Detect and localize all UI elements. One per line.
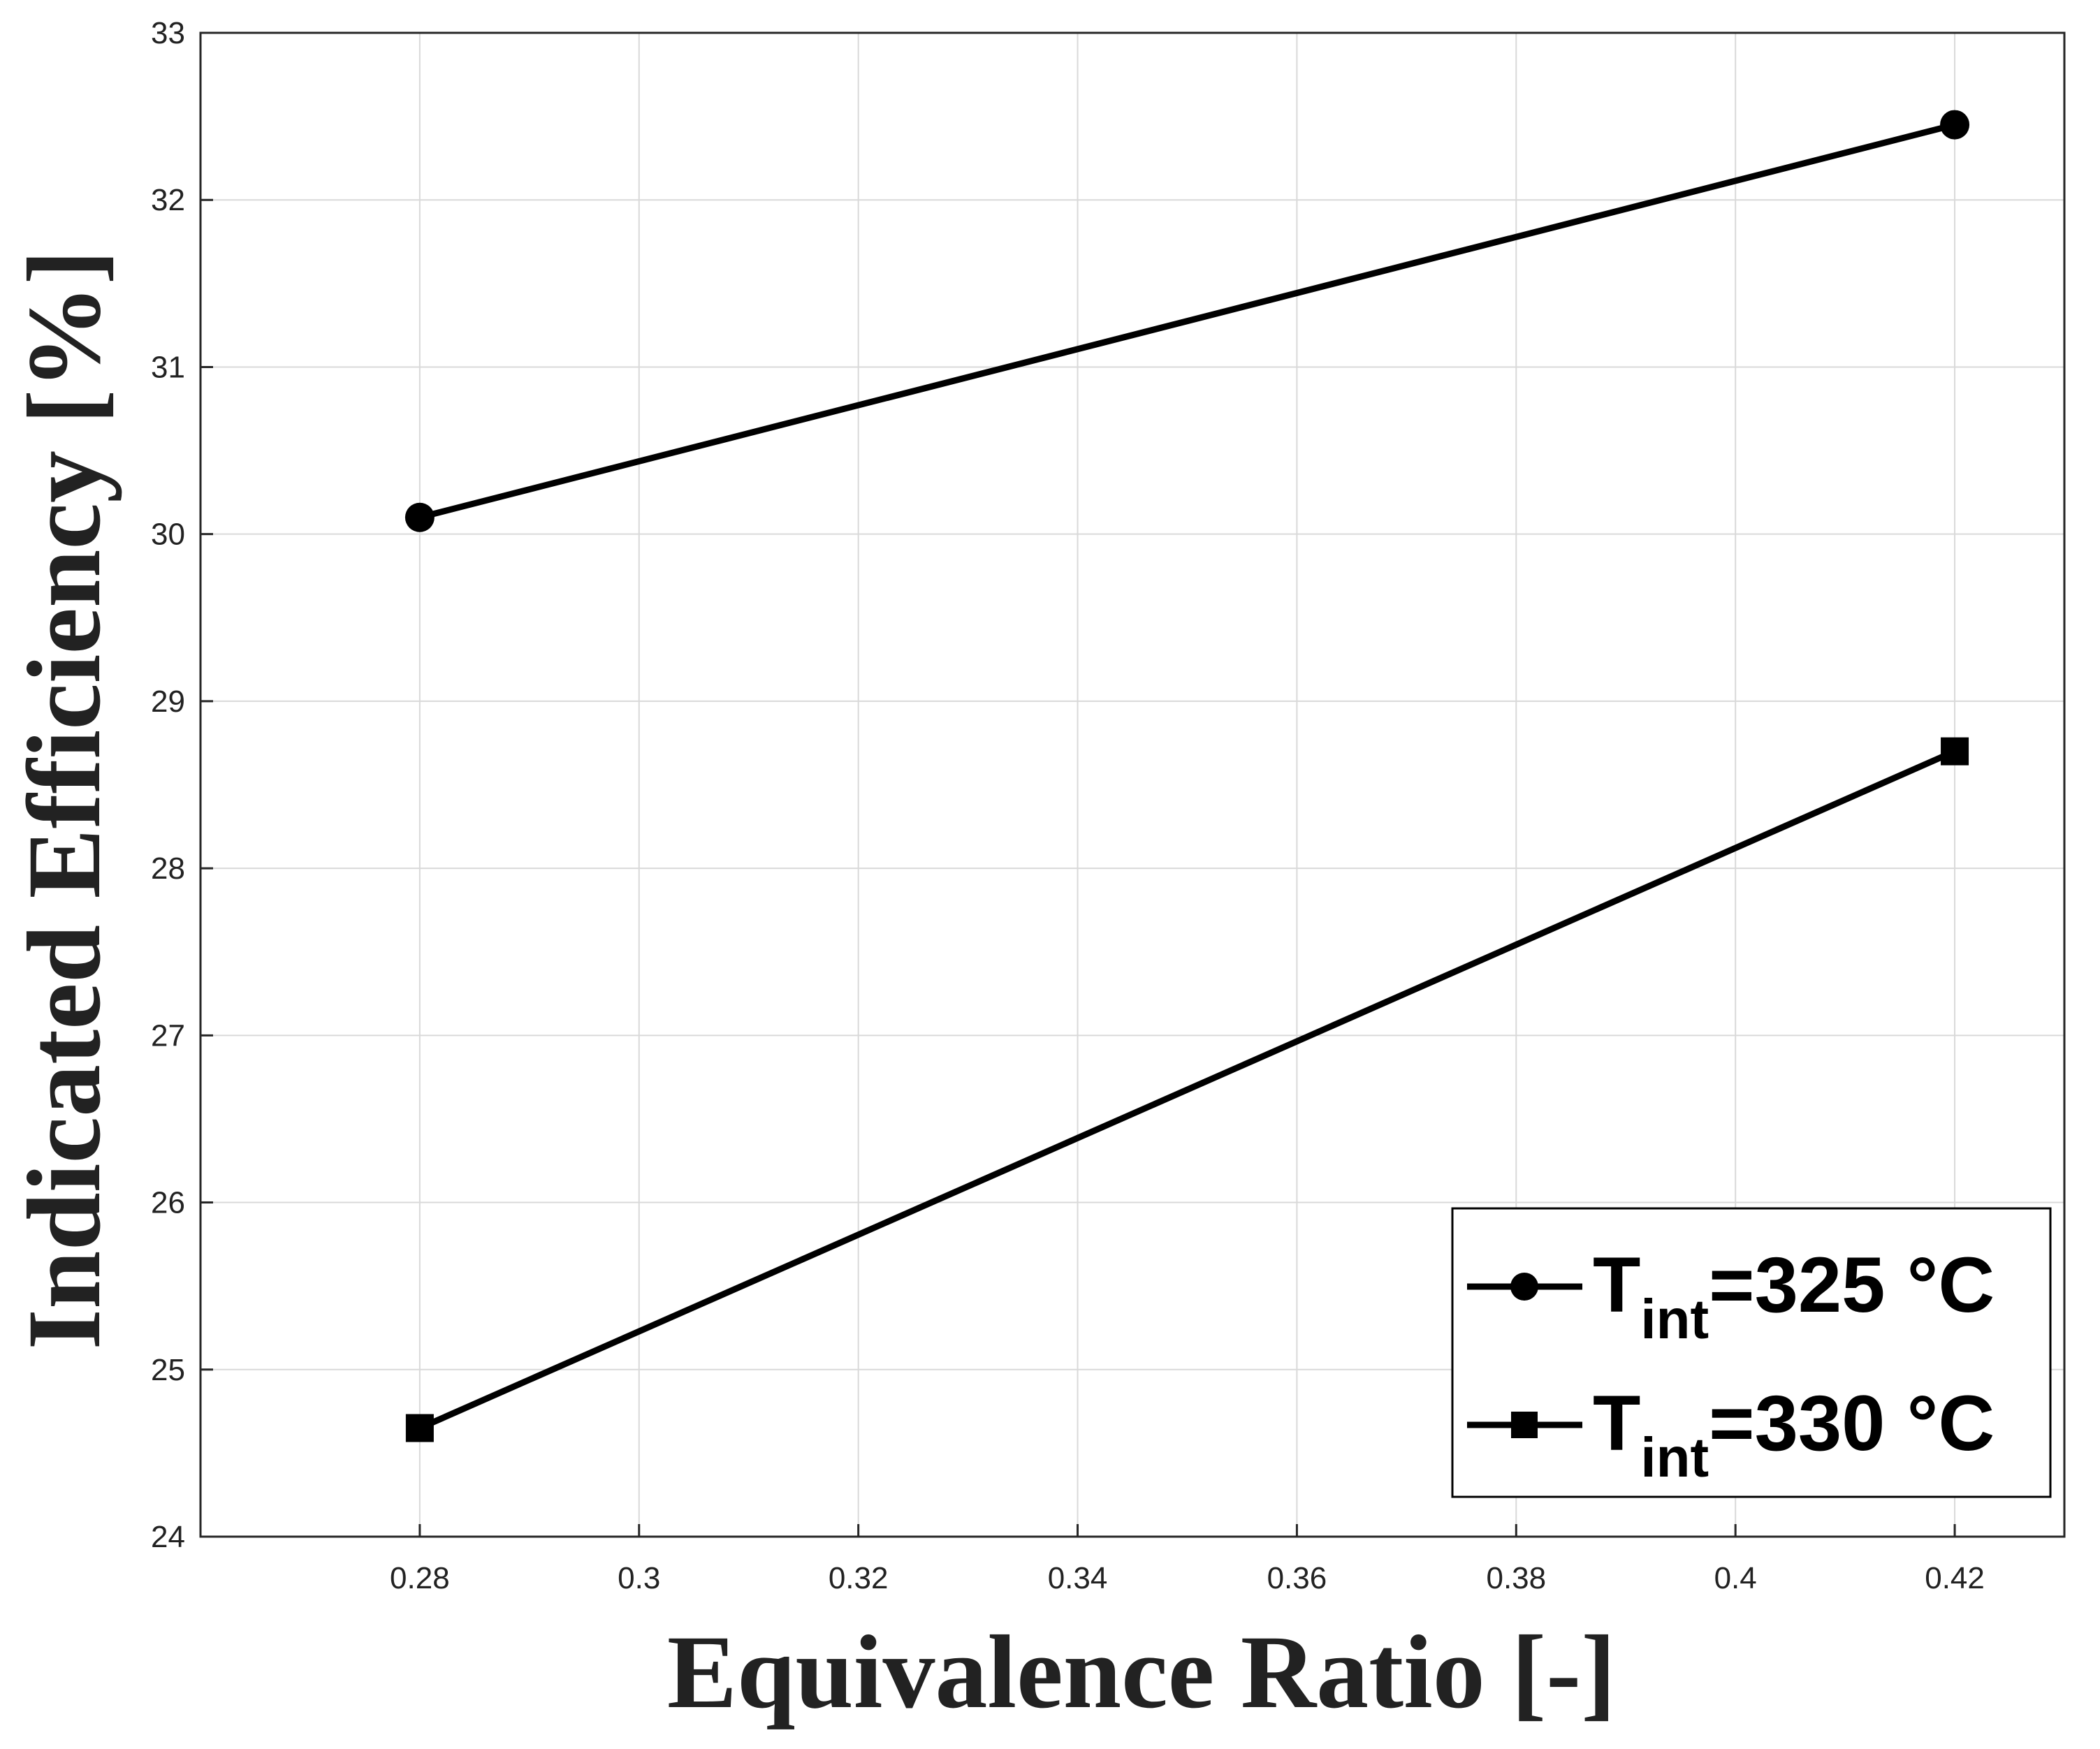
legend-box xyxy=(1451,1207,2052,1498)
data-point-circle xyxy=(404,502,435,532)
y-tick-label: 27 xyxy=(151,1018,185,1053)
y-tick-labels: 24 25 26 27 28 29 30 31 32 33 xyxy=(151,16,185,1554)
legend-entry-325: Tint=325 °C xyxy=(1467,1241,1995,1350)
x-tick-label: 0.38 xyxy=(1486,1561,1546,1595)
legend-label-325: Tint=325 °C xyxy=(1593,1241,1995,1350)
x-axis-label: Equivalence Ratio [-] xyxy=(667,1614,1616,1730)
y-tick-label: 28 xyxy=(151,851,185,886)
y-tick-label: 30 xyxy=(151,518,185,552)
data-point-square xyxy=(1941,737,1969,766)
series-layer xyxy=(404,110,1970,1442)
y-tick-label: 26 xyxy=(151,1186,185,1220)
legend-entry-330: Tint=330 °C xyxy=(1467,1380,1995,1488)
series-line-1 xyxy=(418,748,1956,1431)
series-line-0 xyxy=(418,122,1956,521)
x-tick-label: 0.28 xyxy=(390,1561,450,1595)
x-tick-label: 0.3 xyxy=(618,1561,660,1595)
data-point-circle xyxy=(1940,110,1970,140)
data-point-square xyxy=(405,1414,434,1442)
plot-frame xyxy=(199,31,2066,1538)
legend: Tint=325 °C Tint=330 °C xyxy=(1451,1207,2052,1498)
x-tick-label: 0.32 xyxy=(829,1561,889,1595)
y-axis-label: Indicated Efficiency [%] xyxy=(6,250,122,1350)
x-tick-label: 0.36 xyxy=(1267,1561,1327,1595)
x-tick-label: 0.34 xyxy=(1048,1561,1108,1595)
legend-label-330: Tint=330 °C xyxy=(1593,1380,1995,1488)
y-tick-label: 29 xyxy=(151,685,185,719)
circle-marker-icon xyxy=(1510,1273,1538,1301)
y-tick-label: 24 xyxy=(151,1520,185,1554)
y-tick-label: 32 xyxy=(151,183,185,217)
x-tick-labels: 0.28 0.3 0.32 0.34 0.36 0.38 0.4 0.42 xyxy=(390,1561,1985,1595)
y-tick-label: 31 xyxy=(151,350,185,384)
x-tick-label: 0.4 xyxy=(1714,1561,1757,1595)
x-tick-label: 0.42 xyxy=(1925,1561,1985,1595)
square-marker-icon xyxy=(1511,1412,1538,1438)
y-tick-label: 33 xyxy=(151,16,185,50)
y-tick-label: 25 xyxy=(151,1353,185,1387)
